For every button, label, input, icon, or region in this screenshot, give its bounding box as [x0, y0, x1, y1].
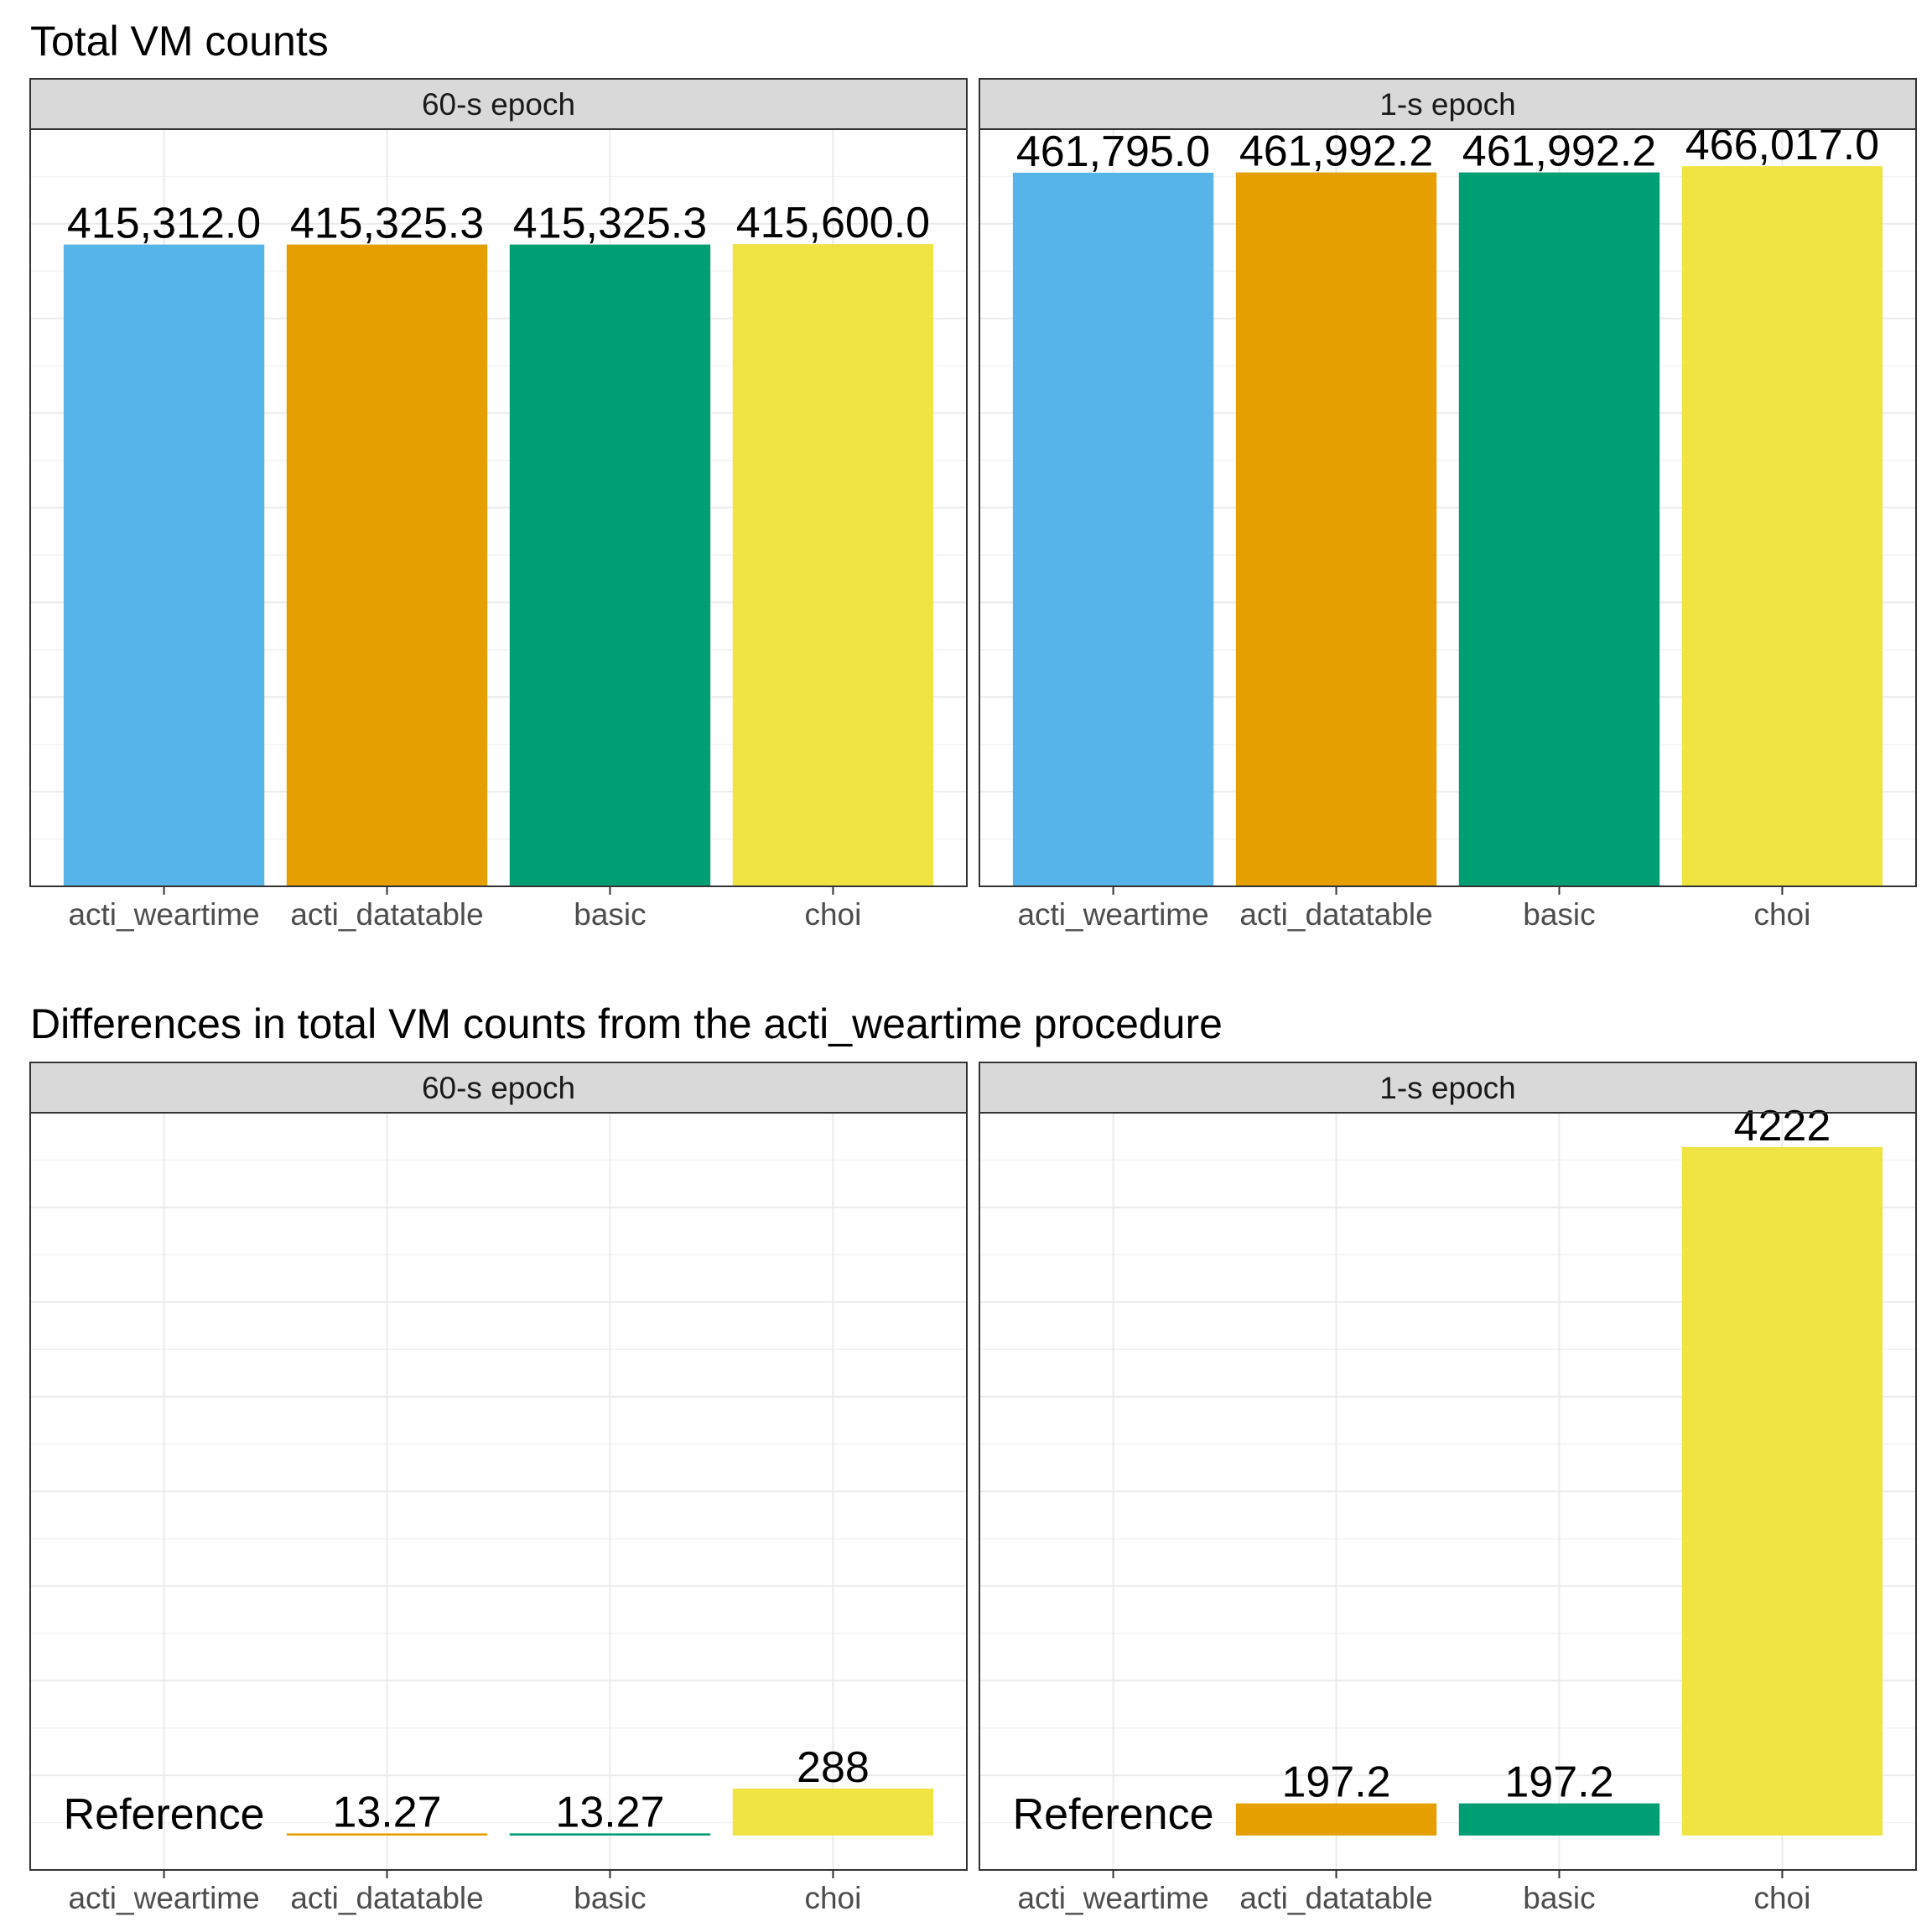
x-tick-label: acti_weartime [68, 1881, 259, 1915]
bar-value-label: 197.2 [1281, 1758, 1390, 1807]
bar-value-label: 415,312.0 [67, 200, 261, 248]
bar-value-label: 466,017.0 [1685, 121, 1879, 169]
bar-acti_datatable [286, 244, 488, 886]
chart-title-total: Total VM counts [30, 18, 329, 65]
bar-value-label: 13.27 [555, 1788, 664, 1836]
facet-strip-label: 60-s epoch [422, 1071, 575, 1105]
x-tick-label: acti_weartime [1017, 897, 1208, 932]
bar-acti_datatable [286, 1833, 488, 1836]
bar-choi [1681, 1147, 1883, 1836]
bar-value-label: 4222 [1734, 1102, 1831, 1150]
bar-choi [1681, 166, 1883, 886]
bar-basic [509, 244, 711, 886]
panel-border [979, 128, 1917, 887]
bar-acti_weartime [1012, 172, 1214, 886]
facet-strip [979, 1062, 1917, 1114]
panel-border [29, 1112, 968, 1871]
bar-choi [732, 1788, 934, 1836]
facet-1-0: 60-s epoch Reference 13.27 13.27 288 acti_wea… [29, 1062, 968, 1915]
bar-value-label: 461,992.2 [1462, 127, 1656, 176]
bar-value-label: 197.2 [1504, 1758, 1613, 1807]
bar-basic [1458, 172, 1660, 886]
facet-1-1: 1-s epoch Reference 197.2 197.2 4222 acti_wea… [979, 1062, 1917, 1915]
panel-border [29, 128, 968, 887]
x-tick-label: acti_weartime [68, 897, 259, 932]
bar-value-label: Reference [64, 1790, 265, 1839]
x-tick-label: basic [1523, 897, 1595, 932]
bar-acti_datatable [1235, 1803, 1437, 1836]
facet-strip-label: 1-s epoch [1379, 1071, 1516, 1105]
bar-basic [1458, 1803, 1660, 1836]
facet-strip-label: 1-s epoch [1379, 87, 1516, 122]
x-tick-label: choi [1753, 897, 1810, 932]
facet-strip [29, 1062, 968, 1114]
facet-strip [29, 78, 968, 130]
x-tick-label: basic [574, 1881, 646, 1915]
facet-strip-label: 60-s epoch [422, 87, 575, 122]
bar-acti_datatable [1235, 172, 1437, 886]
x-tick-label: acti_weartime [1017, 1881, 1208, 1915]
bar-value-label: 13.27 [332, 1788, 441, 1836]
panel-border [979, 1112, 1917, 1871]
bar-value-label: Reference [1013, 1790, 1214, 1839]
x-tick-label: acti_datatable [1239, 897, 1432, 932]
bar-value-label: 461,795.0 [1016, 127, 1210, 176]
chart-title-differences: Differences in total VM counts from the … [30, 1000, 1223, 1047]
x-tick-label: choi [1753, 1881, 1810, 1915]
bar-value-label: 461,992.2 [1239, 127, 1433, 176]
bar-acti_weartime [63, 244, 265, 887]
facet-0-0: 60-s epoch 415,312.0 415,325.3 415,325.3 415… [29, 78, 968, 932]
x-tick-label: acti_datatable [290, 897, 483, 932]
bar-value-label: 415,600.0 [736, 199, 930, 247]
bar-value-label: 415,325.3 [290, 200, 484, 248]
x-tick-label: choi [804, 897, 861, 932]
bar-value-label: 415,325.3 [513, 200, 707, 248]
bar-value-label: 288 [797, 1743, 870, 1792]
facet-0-1: 1-s epoch 461,795.0 461,992.2 461,992.2 466,… [979, 78, 1917, 932]
bar-choi [732, 244, 934, 886]
x-tick-label: acti_datatable [1239, 1881, 1432, 1915]
x-tick-label: basic [1523, 1881, 1595, 1915]
bar-basic [509, 1833, 711, 1836]
x-tick-label: acti_datatable [290, 1881, 483, 1915]
x-tick-label: basic [574, 897, 646, 932]
x-tick-label: choi [804, 1881, 861, 1915]
